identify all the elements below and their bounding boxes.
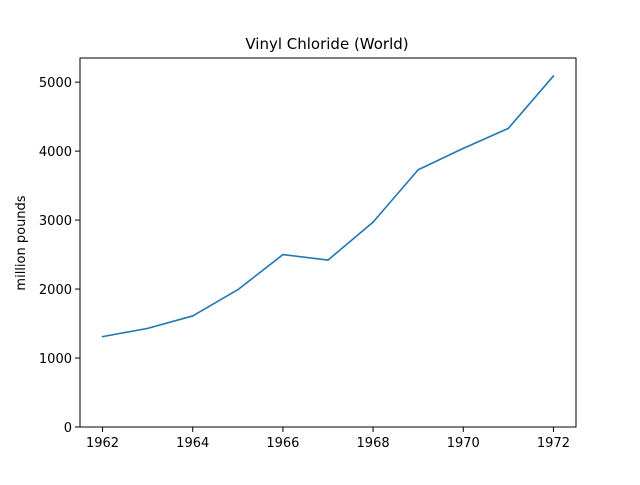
y-tick-label: 5000 [39, 76, 72, 91]
plot-border [79, 57, 577, 428]
x-tick-label: 1968 [357, 436, 390, 451]
data-point [237, 288, 239, 291]
x-tick-label: 1964 [176, 436, 209, 451]
x-tick-label: 1966 [266, 436, 299, 451]
y-tick-label: 2000 [39, 283, 72, 298]
y-tick-label: 1000 [39, 352, 72, 367]
x-tick-label: 1962 [86, 436, 119, 451]
y-tick-label: 3000 [39, 214, 72, 229]
data-point [507, 127, 510, 130]
y-axis-label: million pounds [14, 195, 29, 290]
y-tick-label: 0 [64, 421, 72, 436]
x-axis: 1962 1964 1966 1968 1970 1972 [86, 427, 570, 451]
series-layer [101, 75, 555, 338]
data-point [101, 335, 104, 338]
y-tick-label: 4000 [39, 145, 72, 160]
x-tick-label: 1972 [537, 436, 570, 451]
data-point [146, 327, 149, 330]
data-point [552, 75, 555, 77]
data-point [462, 147, 465, 150]
x-tick-label: 1970 [447, 436, 480, 451]
data-point [191, 315, 194, 317]
data-point [282, 253, 284, 256]
y-axis: 0 1000 2000 3000 4000 5000 [39, 76, 80, 436]
series-line [102, 75, 555, 338]
data-point [417, 168, 419, 171]
data-point [372, 221, 374, 223]
plot-frame [79, 57, 577, 428]
chart-title: Vinyl Chloride (World) [245, 35, 408, 53]
data-point [327, 259, 329, 261]
